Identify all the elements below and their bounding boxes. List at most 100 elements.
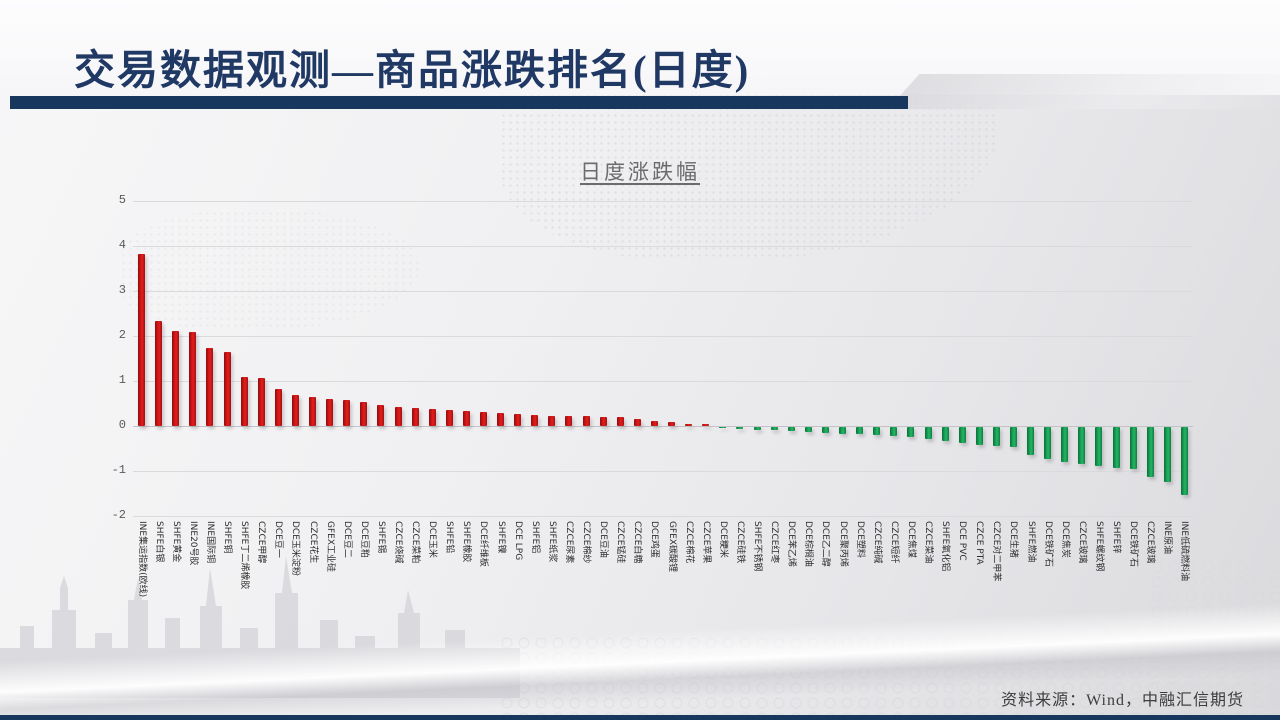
x-axis-label: DCE豆油 (598, 521, 609, 558)
bar-59 (1129, 427, 1137, 469)
x-axis-label: CZCE烧碱 (393, 521, 403, 564)
bar-49 (958, 427, 966, 443)
bar-43 (856, 427, 864, 435)
x-axis-label: DCE生猪 (1008, 521, 1019, 558)
y-tick-label: 5 (118, 193, 126, 207)
x-axis-label: CZCE苹果 (700, 521, 711, 564)
bar-13 (343, 400, 351, 426)
bar-53 (1027, 427, 1035, 455)
bar-41 (821, 427, 829, 433)
x-axis-label: DCE豆二 (341, 521, 352, 558)
x-axis-label: CZCE花生 (307, 521, 318, 564)
x-axis-label: DCE豆粕 (358, 521, 369, 558)
bar-48 (941, 427, 949, 441)
bar-6 (223, 351, 231, 426)
x-axis-label: DCE棕榈油 (803, 521, 814, 567)
bar-58 (1112, 427, 1120, 468)
bar-38 (770, 427, 778, 431)
x-axis-label: CZCE对二甲苯 (991, 521, 1002, 582)
x-axis-label: SHFE黄金 (170, 521, 181, 563)
x-axis-label: SHFE锡 (375, 521, 386, 554)
bar-19 (445, 409, 453, 426)
bar-18 (428, 408, 436, 426)
title-underline-bar (10, 96, 908, 109)
bar-4 (189, 332, 197, 426)
bar-7 (240, 376, 248, 426)
source-note: 资料来源：Wind，中融汇信期货 (1001, 692, 1244, 709)
bar-50 (975, 427, 983, 445)
x-axis-label: CZCE尿素 (563, 521, 574, 564)
x-axis-label: SHFE丁二烯橡胶 (239, 521, 250, 590)
bar-24 (531, 414, 539, 426)
bar-9 (274, 389, 282, 426)
y-tick-label: 0 (118, 418, 126, 432)
x-axis-label: CZCE甲醇 (256, 521, 267, 564)
bar-47 (924, 427, 932, 440)
chart-title: 日度涨跌幅 (580, 160, 700, 184)
y-tick-label: 4 (118, 238, 126, 252)
x-axis-label: DCE LPG (512, 521, 523, 561)
x-axis-label: DCE苯乙烯 (786, 521, 797, 567)
y-tick-label: 1 (118, 373, 126, 387)
bar-20 (462, 410, 470, 426)
bar-28 (599, 417, 607, 426)
x-axis-label: DCE焦炭 (1059, 521, 1070, 558)
bar-15 (377, 405, 385, 426)
x-axis-label: DCE纤维板 (478, 521, 489, 567)
bar-34 (702, 424, 710, 426)
x-axis-label: CZCE短纤 (888, 521, 899, 564)
bar-32 (668, 422, 676, 426)
bar-23 (514, 413, 522, 426)
bar-56 (1078, 427, 1086, 465)
bar-8 (257, 377, 265, 426)
x-axis-label: SHFE镍 (495, 521, 506, 554)
x-axis-label: GFEX工业硅 (324, 521, 335, 573)
bar-5 (206, 348, 214, 426)
bar-35 (719, 427, 727, 429)
x-axis-label: SHFE锌 (1111, 521, 1122, 554)
bar-17 (411, 408, 419, 426)
gridline (133, 516, 1193, 517)
x-axis-label: CZCE棉花 (683, 521, 694, 564)
gridline (133, 336, 1193, 337)
bar-33 (685, 423, 693, 426)
x-axis-label: CZCE硅铁 (734, 521, 745, 564)
bar-10 (291, 394, 299, 426)
bar-44 (873, 427, 881, 436)
bar-29 (616, 417, 624, 426)
bar-39 (787, 427, 795, 432)
bar-62 (1180, 427, 1188, 495)
x-axis-label: CZCE PTA (974, 521, 985, 565)
bar-57 (1095, 427, 1103, 467)
x-axis-label: CZCE锰硅 (615, 521, 626, 564)
y-tick-label: -1 (111, 463, 126, 477)
x-axis-label: DCE乙二醇 (820, 521, 831, 567)
x-axis-label: SHFE纸浆 (546, 521, 557, 563)
bar-55 (1061, 427, 1069, 462)
bar-3 (172, 330, 180, 426)
bar-37 (753, 427, 761, 430)
x-axis-label: SHFE铝 (529, 521, 540, 554)
x-axis-label: CZCE玻璃 (1145, 521, 1156, 564)
x-axis-label: DCE焦煤 (905, 521, 916, 558)
x-axis-label: INE低硫燃料油 (1179, 521, 1190, 582)
bottom-accent-bar (0, 715, 1280, 720)
bar-60 (1146, 427, 1154, 478)
x-axis-label: DCE粳米 (717, 521, 728, 558)
x-axis-label: DCE玉米淀粉 (290, 521, 301, 576)
x-axis-label: INE原油 (1162, 521, 1173, 555)
x-axis-label: CZCE红枣 (769, 521, 780, 564)
y-tick-label: 3 (118, 283, 126, 297)
x-axis-label: DCE塑料 (854, 521, 865, 558)
bar-31 (650, 420, 658, 426)
x-axis-label: SHFE不锈钢 (752, 521, 763, 572)
bar-1 (138, 254, 146, 426)
bar-52 (1009, 427, 1017, 447)
bar-54 (1044, 427, 1052, 460)
x-axis-label: DCE铁矿石 (1042, 521, 1053, 567)
x-axis-label: DCE豆一 (273, 521, 284, 558)
gridline (133, 201, 1193, 202)
y-tick-label: 2 (118, 328, 126, 342)
bar-36 (736, 427, 744, 430)
